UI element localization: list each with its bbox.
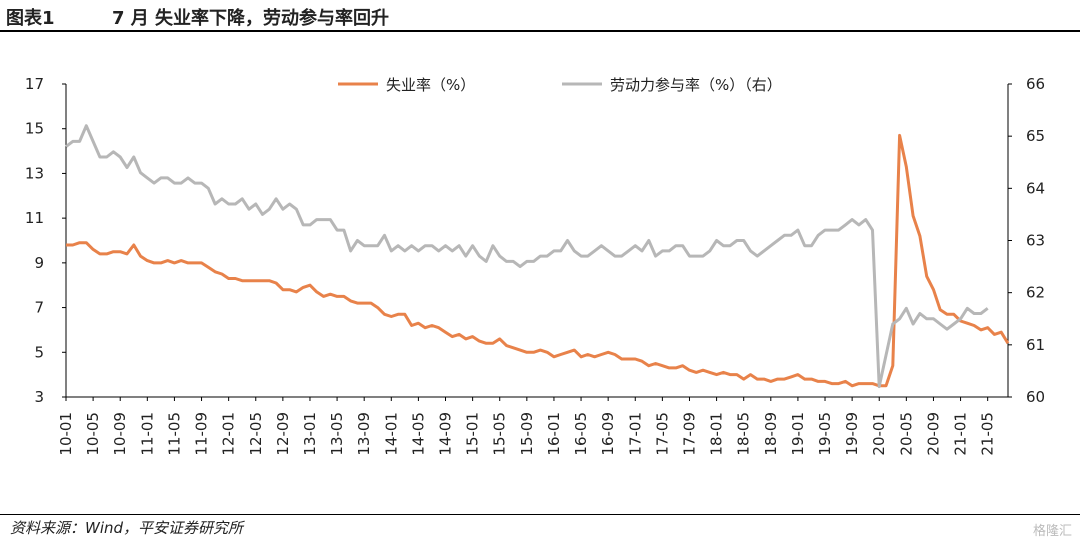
source-note: 资料来源：Wind，平安证券研究所 — [10, 519, 244, 537]
y-left-tick-label: 9 — [34, 254, 44, 272]
footer-rule — [0, 514, 1080, 515]
unemployment-rate-line — [66, 133, 1010, 388]
participation-rate-line — [65, 124, 989, 389]
x-tick-label: 15-09 — [518, 412, 536, 456]
x-tick-label: 14-01 — [382, 412, 400, 456]
x-tick-label: 18-01 — [708, 412, 726, 456]
figure-number: 图表1 — [6, 8, 55, 29]
x-tick-label: 20-05 — [897, 412, 915, 456]
y-right-tick-label: 60 — [1026, 388, 1045, 406]
x-tick-label: 13-09 — [355, 412, 373, 456]
y-right-tick-label: 61 — [1026, 336, 1045, 354]
x-tick-label: 20-09 — [924, 412, 942, 456]
x-tick-label: 13-05 — [328, 412, 346, 456]
y-left-tick-label: 7 — [34, 299, 44, 317]
x-tick-label: 11-09 — [193, 412, 211, 456]
figure-title: 7 月 失业率下降，劳动参与率回升 — [112, 8, 390, 29]
x-tick-label: 12-09 — [274, 412, 292, 456]
line-chart: 3 5 7 9 11 13 15 17 60 61 62 63 64 65 66 10-01 10-05 10-0… — [25, 75, 1045, 456]
x-tick-label: 21-05 — [979, 412, 997, 456]
x-tick-label: 10-01 — [57, 412, 75, 456]
y-left-tick-label: 5 — [34, 343, 44, 361]
y-right-tick-label: 62 — [1026, 284, 1045, 302]
x-tick-label: 16-01 — [545, 412, 563, 456]
x-tick-label: 16-09 — [599, 412, 617, 456]
x-tick-label: 17-05 — [653, 412, 671, 456]
x-tick-label: 19-09 — [843, 412, 861, 456]
x-tick-label: 10-05 — [84, 412, 102, 456]
legend-label-unemployment: 失业率（%） — [386, 76, 475, 94]
y-right-tick-label: 65 — [1026, 127, 1045, 145]
x-tick-label: 15-01 — [464, 412, 482, 456]
y-right-tick-label: 63 — [1026, 232, 1045, 250]
x-tick-label: 11-01 — [138, 412, 156, 456]
x-tick-label: 12-01 — [220, 412, 238, 456]
x-tick-label: 18-09 — [762, 412, 780, 456]
x-tick-label: 19-01 — [789, 412, 807, 456]
x-tick-label: 21-01 — [952, 412, 970, 456]
legend-label-participation: 劳动力参与率（%）（右） — [610, 76, 782, 94]
figure-header: 图表1 7 月 失业率下降，劳动参与率回升 — [0, 0, 1080, 30]
y-right-tick-label: 64 — [1026, 179, 1045, 197]
y-left-tick-label: 15 — [25, 120, 44, 138]
x-tick-label: 20-01 — [870, 412, 888, 456]
y-left-tick-label: 3 — [34, 388, 44, 406]
x-tick-label: 19-05 — [816, 412, 834, 456]
header-rule — [0, 30, 1080, 32]
x-tick-label: 12-05 — [247, 412, 265, 456]
x-tick-label: 13-01 — [301, 412, 319, 456]
y-right-tick-label: 66 — [1026, 75, 1045, 93]
x-tick-label: 17-01 — [626, 412, 644, 456]
y-left-tick-label: 17 — [25, 75, 44, 93]
x-tick-label: 17-09 — [680, 412, 698, 456]
x-tick-label: 10-09 — [111, 412, 129, 456]
x-tick-label: 15-05 — [491, 412, 509, 456]
x-tick-label: 14-05 — [409, 412, 427, 456]
x-tick-label: 11-05 — [165, 412, 183, 456]
y-left-tick-label: 11 — [25, 209, 44, 227]
x-tick-label: 18-05 — [735, 412, 753, 456]
x-tick-label: 14-09 — [437, 412, 455, 456]
x-tick-label: 16-05 — [572, 412, 590, 456]
watermark: 格隆汇 — [1032, 524, 1072, 539]
y-left-tick-label: 13 — [25, 164, 44, 182]
